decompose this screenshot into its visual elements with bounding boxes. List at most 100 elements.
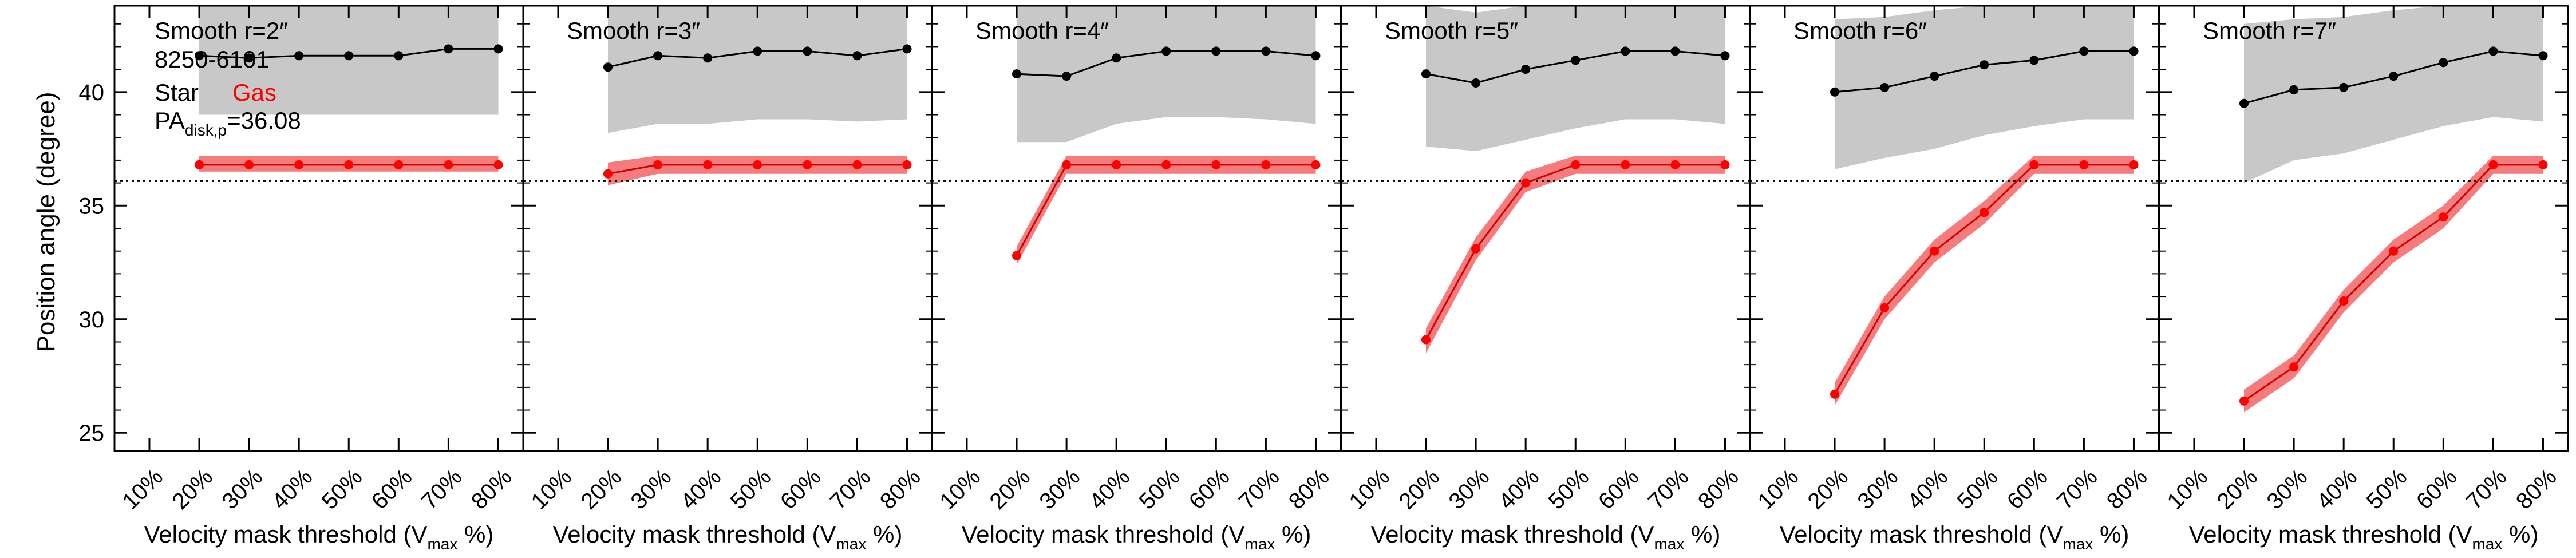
legend-pa-prefix: PA: [155, 107, 185, 134]
star-point: [2389, 72, 2399, 81]
x-tick-label: 40%: [1903, 464, 1953, 515]
x-axis-label-subscript: max: [1654, 535, 1684, 553]
x-axis-label: Velocity mask threshold (Vmax %): [1371, 521, 1721, 553]
gas-point: [2029, 160, 2039, 169]
x-tick-label: 30%: [1853, 464, 1903, 515]
star-point: [244, 53, 254, 63]
x-axis-label: Velocity mask threshold (Vmax %): [144, 521, 494, 553]
panel-6: 10% 20% 30% 40% 50% 60% 70% 80% Smooth r=7″ Veloc…: [2158, 5, 2569, 553]
x-tick-label: 80%: [1284, 464, 1334, 515]
star-point: [1521, 65, 1531, 74]
panel-title: Smooth r=5″: [1385, 17, 1518, 44]
x-axis-label-suffix: %): [1684, 521, 1720, 548]
gas-point: [1161, 160, 1171, 169]
x-axis-label-subscript: max: [836, 535, 866, 553]
legend-pa: PAdisk,p=36.08: [155, 107, 301, 139]
x-tick-label: 60%: [2002, 464, 2053, 515]
x-tick-label: 10%: [1753, 464, 1803, 515]
x-tick-label: 30%: [2262, 464, 2313, 515]
gas-point: [294, 160, 304, 169]
star-point: [1471, 78, 1481, 88]
gas-point: [1211, 160, 1221, 169]
star-point: [1261, 46, 1271, 56]
star-point: [2079, 46, 2089, 56]
x-axis-label-prefix: Velocity mask threshold (V: [2189, 521, 2472, 548]
x-tick-label: 50%: [726, 464, 776, 515]
gas-point: [2289, 362, 2299, 372]
gas-point: [753, 160, 762, 169]
x-tick-label: 30%: [1035, 464, 1085, 515]
star-point: [703, 53, 713, 63]
x-tick-label: 10%: [935, 464, 985, 515]
gas-point: [1670, 160, 1680, 169]
x-tick-label: 40%: [1085, 464, 1135, 515]
star-point: [394, 51, 404, 61]
gas-point: [653, 160, 663, 169]
gas-point: [2239, 396, 2249, 406]
x-tick-label: 40%: [676, 464, 726, 515]
x-tick-label: 20%: [1803, 464, 1853, 515]
gas-point: [1012, 251, 1021, 260]
gas-point: [1880, 303, 1890, 312]
gas-point: [1830, 389, 1839, 399]
gas-error-band: [1426, 156, 1725, 354]
star-error-band: [1426, 6, 1725, 151]
x-axis-label: Velocity mask threshold (Vmax %): [553, 521, 903, 553]
gas-error-band: [608, 156, 907, 185]
gas-point: [1112, 160, 1121, 169]
star-point: [344, 51, 354, 61]
x-axis-label-suffix: %): [2502, 521, 2538, 548]
x-axis-label: Velocity mask threshold (Vmax %): [2189, 521, 2539, 553]
gas-point: [2488, 160, 2498, 169]
gas-point: [902, 160, 912, 169]
gas-series-line: [1834, 164, 2134, 395]
panel-3: 10% 20% 30% 40% 50% 60% 70% 80% Smooth r=4″ Veloc…: [931, 5, 1342, 553]
gas-error-band: [1835, 156, 2134, 406]
y-tick-label: 25: [79, 421, 105, 446]
gas-point: [1621, 160, 1630, 169]
plot-area: [932, 6, 1341, 265]
y-axis-label: Position angle (degree): [32, 92, 60, 353]
gas-point: [2129, 160, 2139, 169]
star-point: [1012, 69, 1021, 79]
gas-point: [1062, 160, 1072, 169]
star-point: [1621, 46, 1630, 56]
star-error-band: [608, 6, 907, 133]
panel-4: 10% 20% 30% 40% 50% 60% 70% 80% Smooth r=5″ Veloc…: [1340, 5, 1751, 553]
x-axis-label-prefix: Velocity mask threshold (V: [1371, 521, 1654, 548]
gas-error-band: [2244, 156, 2543, 413]
star-error-band: [2244, 6, 2543, 183]
gas-point: [2538, 160, 2548, 169]
star-point: [2239, 98, 2249, 108]
x-tick-label: 70%: [1234, 464, 1285, 515]
gas-point: [1571, 160, 1581, 169]
gas-point: [703, 160, 713, 169]
star-error-band: [1835, 6, 2134, 169]
x-axis-label-prefix: Velocity mask threshold (V: [144, 521, 428, 548]
x-axis-label-suffix: %): [2093, 521, 2129, 548]
x-tick-label: 60%: [1594, 464, 1644, 515]
gas-point: [195, 160, 204, 169]
gas-point: [244, 160, 254, 169]
star-point: [852, 51, 862, 61]
gas-point: [852, 160, 862, 169]
star-point: [2029, 56, 2039, 65]
x-tick-label: 70%: [825, 464, 876, 515]
x-axis-label-subscript: max: [2472, 535, 2502, 553]
star-error-band: [1017, 6, 1316, 143]
star-point: [1880, 82, 1890, 92]
gas-point: [344, 160, 354, 169]
legend-star: Star: [155, 79, 199, 106]
x-tick-label: 80%: [1693, 464, 1744, 515]
x-tick-label: 30%: [626, 464, 677, 515]
x-tick-label: 50%: [1544, 464, 1594, 515]
x-tick-label: 50%: [1135, 464, 1185, 515]
plot-area: [523, 6, 932, 185]
x-tick-label: 80%: [875, 464, 926, 515]
x-tick-label: 40%: [267, 464, 318, 515]
x-tick-label: 80%: [467, 464, 517, 515]
x-axis-label-subscript: max: [1244, 535, 1275, 553]
star-point: [2129, 46, 2139, 56]
